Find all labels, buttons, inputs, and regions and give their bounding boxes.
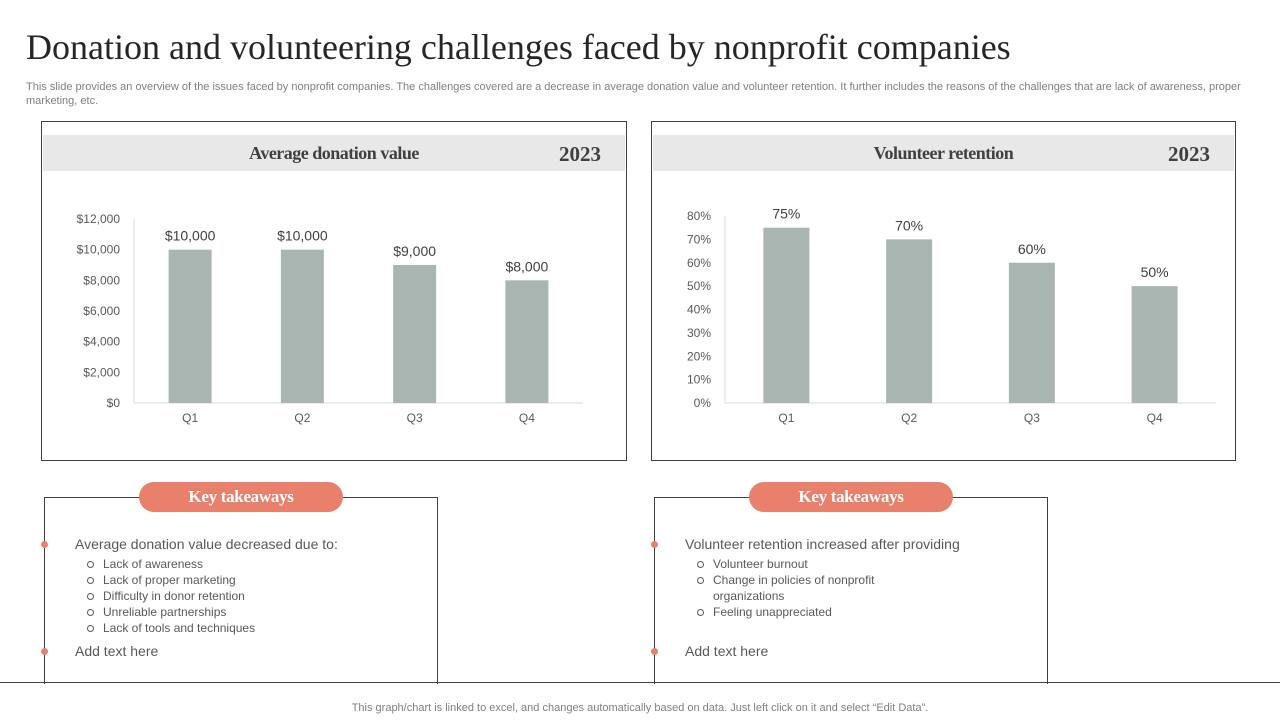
x-tick-label: Q1	[778, 411, 794, 425]
bar	[280, 249, 324, 403]
bar-data-label: $10,000	[277, 228, 328, 244]
x-tick-label: Q1	[182, 411, 198, 425]
circle-bullet-icon	[87, 561, 94, 568]
retention-takeaways-box: Key takeaways Volunteer retention increa…	[651, 482, 1048, 684]
bullet-dot-icon	[651, 541, 658, 548]
bar-data-label: 75%	[772, 206, 800, 222]
y-tick-label: $4,000	[83, 335, 120, 349]
circle-bullet-icon	[697, 561, 704, 568]
circle-bullet-icon	[87, 625, 94, 632]
y-tick-label: 20%	[687, 349, 711, 363]
y-tick-label: 50%	[687, 279, 711, 293]
bar	[1008, 262, 1055, 403]
list-item: Lack of proper marketing	[85, 572, 405, 588]
circle-bullet-icon	[87, 609, 94, 616]
circle-bullet-icon	[697, 577, 704, 584]
donation-takeaways-box: Key takeaways Average donation value dec…	[41, 482, 438, 684]
add-text-placeholder[interactable]: Add text here	[75, 643, 159, 659]
bar-data-label: 50%	[1141, 264, 1169, 280]
page-subtitle: This slide provides an overview of the i…	[26, 81, 1241, 107]
bar-data-label: 70%	[895, 217, 923, 233]
bar	[393, 265, 437, 403]
list-item-text[interactable]: Change in policies of nonprofit organiza…	[713, 573, 875, 603]
page-title: Donation and volunteering challenges fac…	[26, 27, 1011, 67]
donation-chart-year: 2023	[559, 142, 601, 166]
x-tick-label: Q3	[1024, 411, 1040, 425]
list-item: Difficulty in donor retention	[85, 588, 405, 604]
y-tick-label: $6,000	[83, 304, 120, 318]
list-item: Lack of tools and techniques	[85, 620, 405, 636]
list-item-text[interactable]: Feeling unappreciated	[713, 605, 832, 619]
retention-bar-chart[interactable]: 0% 10% 20% 30% 40% 50% 60% 70% 80% 75% Q1 70% Q2 60% Q…	[652, 122, 1235, 460]
x-tick-label: Q3	[407, 411, 423, 425]
y-tick-label: $2,000	[83, 365, 120, 379]
circle-bullet-icon	[87, 577, 94, 584]
donation-chart-header: Average donation value 2023	[43, 135, 625, 171]
list-item-text[interactable]: Lack of proper marketing	[103, 573, 236, 587]
circle-bullet-icon	[87, 593, 94, 600]
bar-data-label: 60%	[1018, 241, 1046, 257]
takeaway-bullet-list: Lack of awareness Lack of proper marketi…	[85, 556, 405, 636]
x-tick-label: Q4	[519, 411, 535, 425]
list-item: Volunteer burnout	[695, 556, 895, 572]
takeaway-bullet-list: Volunteer burnout Change in policies of …	[695, 556, 895, 620]
bar	[1131, 286, 1178, 403]
key-takeaways-badge: Key takeaways	[139, 482, 343, 512]
y-tick-label: $12,000	[77, 212, 121, 226]
y-tick-label: 70%	[687, 232, 711, 246]
bar	[886, 239, 933, 403]
y-tick-label: $10,000	[77, 243, 121, 257]
takeaway-lead-text[interactable]: Average donation value decreased due to:	[75, 536, 338, 552]
donation-chart-title: Average donation value	[249, 143, 419, 163]
y-tick-label: 40%	[687, 303, 711, 317]
y-tick-label: $8,000	[83, 273, 120, 287]
retention-chart-header: Volunteer retention 2023	[653, 135, 1234, 171]
list-item: Feeling unappreciated	[695, 604, 895, 620]
retention-chart-panel[interactable]: Volunteer retention 2023 0% 10% 20% 30% 40% 5…	[651, 121, 1236, 461]
list-item-text[interactable]: Difficulty in donor retention	[103, 589, 245, 603]
x-tick-label: Q4	[1147, 411, 1163, 425]
bullet-dot-icon	[41, 648, 48, 655]
bullet-dot-icon	[41, 541, 48, 548]
key-takeaways-badge: Key takeaways	[749, 482, 953, 512]
donation-bar-chart[interactable]: $0 $2,000 $4,000 $6,000 $8,000 $10,000 $12,000…	[42, 122, 626, 460]
y-tick-label: 60%	[687, 256, 711, 270]
list-item: Lack of awareness	[85, 556, 405, 572]
list-item-text[interactable]: Unreliable partnerships	[103, 605, 227, 619]
add-text-placeholder[interactable]: Add text here	[685, 643, 769, 659]
bullet-dot-icon	[651, 648, 658, 655]
bar-data-label: $10,000	[165, 228, 216, 244]
y-tick-label: $0	[107, 396, 121, 410]
bar	[168, 249, 212, 403]
retention-chart-year: 2023	[1168, 142, 1210, 166]
list-item-text[interactable]: Lack of tools and techniques	[103, 621, 256, 635]
x-tick-label: Q2	[294, 411, 310, 425]
y-tick-label: 30%	[687, 326, 711, 340]
y-tick-label: 0%	[694, 396, 712, 410]
circle-bullet-icon	[697, 609, 704, 616]
list-item-text[interactable]: Lack of awareness	[103, 557, 204, 571]
y-tick-label: 10%	[687, 373, 711, 387]
y-tick-label: 80%	[687, 209, 711, 223]
list-item-text[interactable]: Volunteer burnout	[713, 557, 808, 571]
list-item: Change in policies of nonprofit organiza…	[695, 572, 895, 604]
takeaway-lead-text[interactable]: Volunteer retention increased after prov…	[685, 536, 960, 552]
footer-note: This graph/chart is linked to excel, and…	[351, 702, 929, 714]
bar-data-label: $9,000	[393, 243, 436, 259]
footer-divider	[0, 682, 1280, 683]
retention-chart-title: Volunteer retention	[873, 143, 1014, 163]
bar	[763, 227, 810, 403]
bar	[505, 280, 549, 403]
list-item: Unreliable partnerships	[85, 604, 405, 620]
donation-chart-panel[interactable]: Average donation value 2023 $0 $2,000 $4,0…	[41, 121, 627, 461]
bar-data-label: $8,000	[505, 258, 548, 274]
x-tick-label: Q2	[901, 411, 917, 425]
